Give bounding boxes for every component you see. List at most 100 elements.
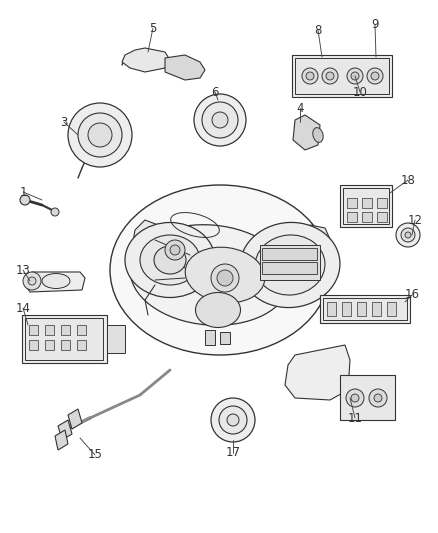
Ellipse shape bbox=[125, 222, 215, 297]
Circle shape bbox=[88, 123, 112, 147]
Polygon shape bbox=[122, 48, 170, 72]
Ellipse shape bbox=[154, 246, 186, 274]
Text: 16: 16 bbox=[405, 288, 420, 302]
Bar bbox=[22, 315, 107, 363]
Polygon shape bbox=[285, 345, 350, 400]
Ellipse shape bbox=[240, 222, 340, 308]
Bar bbox=[25, 318, 103, 360]
Polygon shape bbox=[305, 225, 335, 272]
Polygon shape bbox=[68, 409, 82, 429]
Ellipse shape bbox=[255, 235, 325, 295]
Ellipse shape bbox=[313, 127, 323, 142]
Circle shape bbox=[302, 68, 318, 84]
Polygon shape bbox=[130, 220, 162, 280]
Circle shape bbox=[401, 228, 415, 242]
Circle shape bbox=[202, 102, 238, 138]
Circle shape bbox=[306, 72, 314, 80]
Bar bbox=[45, 325, 54, 335]
Bar bbox=[29, 340, 38, 350]
Text: 13: 13 bbox=[16, 263, 30, 277]
Text: 18: 18 bbox=[401, 174, 415, 187]
Text: 12: 12 bbox=[407, 214, 423, 227]
Text: 6: 6 bbox=[211, 85, 219, 99]
Bar bbox=[77, 340, 86, 350]
Text: 15: 15 bbox=[88, 448, 102, 462]
Bar bbox=[362, 198, 372, 208]
Bar bbox=[61, 340, 70, 350]
Ellipse shape bbox=[110, 185, 330, 355]
Circle shape bbox=[369, 389, 387, 407]
Bar bbox=[362, 212, 372, 222]
Circle shape bbox=[211, 398, 255, 442]
Bar bbox=[61, 325, 70, 335]
Bar bbox=[323, 298, 407, 320]
Bar bbox=[262, 248, 317, 260]
Bar bbox=[260, 245, 320, 280]
Circle shape bbox=[23, 272, 41, 290]
Bar bbox=[107, 325, 125, 353]
Circle shape bbox=[371, 72, 379, 80]
Bar bbox=[340, 375, 395, 420]
Circle shape bbox=[194, 94, 246, 146]
Bar bbox=[295, 58, 389, 94]
Circle shape bbox=[351, 72, 359, 80]
Text: 8: 8 bbox=[314, 23, 321, 36]
Bar bbox=[262, 262, 317, 274]
Bar bbox=[377, 212, 387, 222]
Ellipse shape bbox=[185, 247, 265, 303]
Circle shape bbox=[322, 68, 338, 84]
Bar bbox=[372, 302, 381, 316]
Text: 9: 9 bbox=[371, 19, 379, 31]
Bar bbox=[292, 55, 392, 97]
Bar bbox=[77, 325, 86, 335]
Polygon shape bbox=[220, 332, 230, 344]
Polygon shape bbox=[25, 272, 85, 292]
Polygon shape bbox=[293, 115, 320, 150]
Circle shape bbox=[347, 68, 363, 84]
Bar bbox=[387, 302, 396, 316]
Text: 5: 5 bbox=[149, 21, 157, 35]
Circle shape bbox=[68, 103, 132, 167]
Circle shape bbox=[326, 72, 334, 80]
Ellipse shape bbox=[140, 235, 200, 285]
Bar bbox=[342, 302, 351, 316]
Circle shape bbox=[170, 245, 180, 255]
Polygon shape bbox=[58, 420, 72, 440]
Ellipse shape bbox=[195, 293, 240, 327]
Circle shape bbox=[51, 208, 59, 216]
Bar bbox=[29, 325, 38, 335]
Ellipse shape bbox=[130, 225, 290, 325]
Text: 1: 1 bbox=[19, 185, 27, 198]
Text: 14: 14 bbox=[15, 302, 31, 314]
Text: 3: 3 bbox=[60, 116, 68, 128]
Bar bbox=[320, 295, 410, 323]
Text: 10: 10 bbox=[353, 85, 367, 99]
Bar bbox=[343, 188, 389, 224]
Circle shape bbox=[20, 195, 30, 205]
Circle shape bbox=[374, 394, 382, 402]
Polygon shape bbox=[55, 430, 68, 450]
Circle shape bbox=[351, 394, 359, 402]
Circle shape bbox=[217, 270, 233, 286]
Circle shape bbox=[212, 112, 228, 128]
Circle shape bbox=[227, 414, 239, 426]
Bar bbox=[347, 212, 357, 222]
Circle shape bbox=[367, 68, 383, 84]
Circle shape bbox=[165, 240, 185, 260]
Polygon shape bbox=[165, 55, 205, 80]
Bar bbox=[327, 302, 336, 316]
Ellipse shape bbox=[42, 273, 70, 288]
Circle shape bbox=[211, 264, 239, 292]
Circle shape bbox=[219, 406, 247, 434]
Text: 17: 17 bbox=[226, 447, 240, 459]
Circle shape bbox=[28, 277, 36, 285]
Circle shape bbox=[78, 113, 122, 157]
Circle shape bbox=[396, 223, 420, 247]
Circle shape bbox=[405, 232, 411, 238]
Circle shape bbox=[346, 389, 364, 407]
Text: 11: 11 bbox=[347, 411, 363, 424]
Bar bbox=[340, 185, 392, 227]
Bar bbox=[377, 198, 387, 208]
Bar bbox=[357, 302, 366, 316]
Bar bbox=[347, 198, 357, 208]
